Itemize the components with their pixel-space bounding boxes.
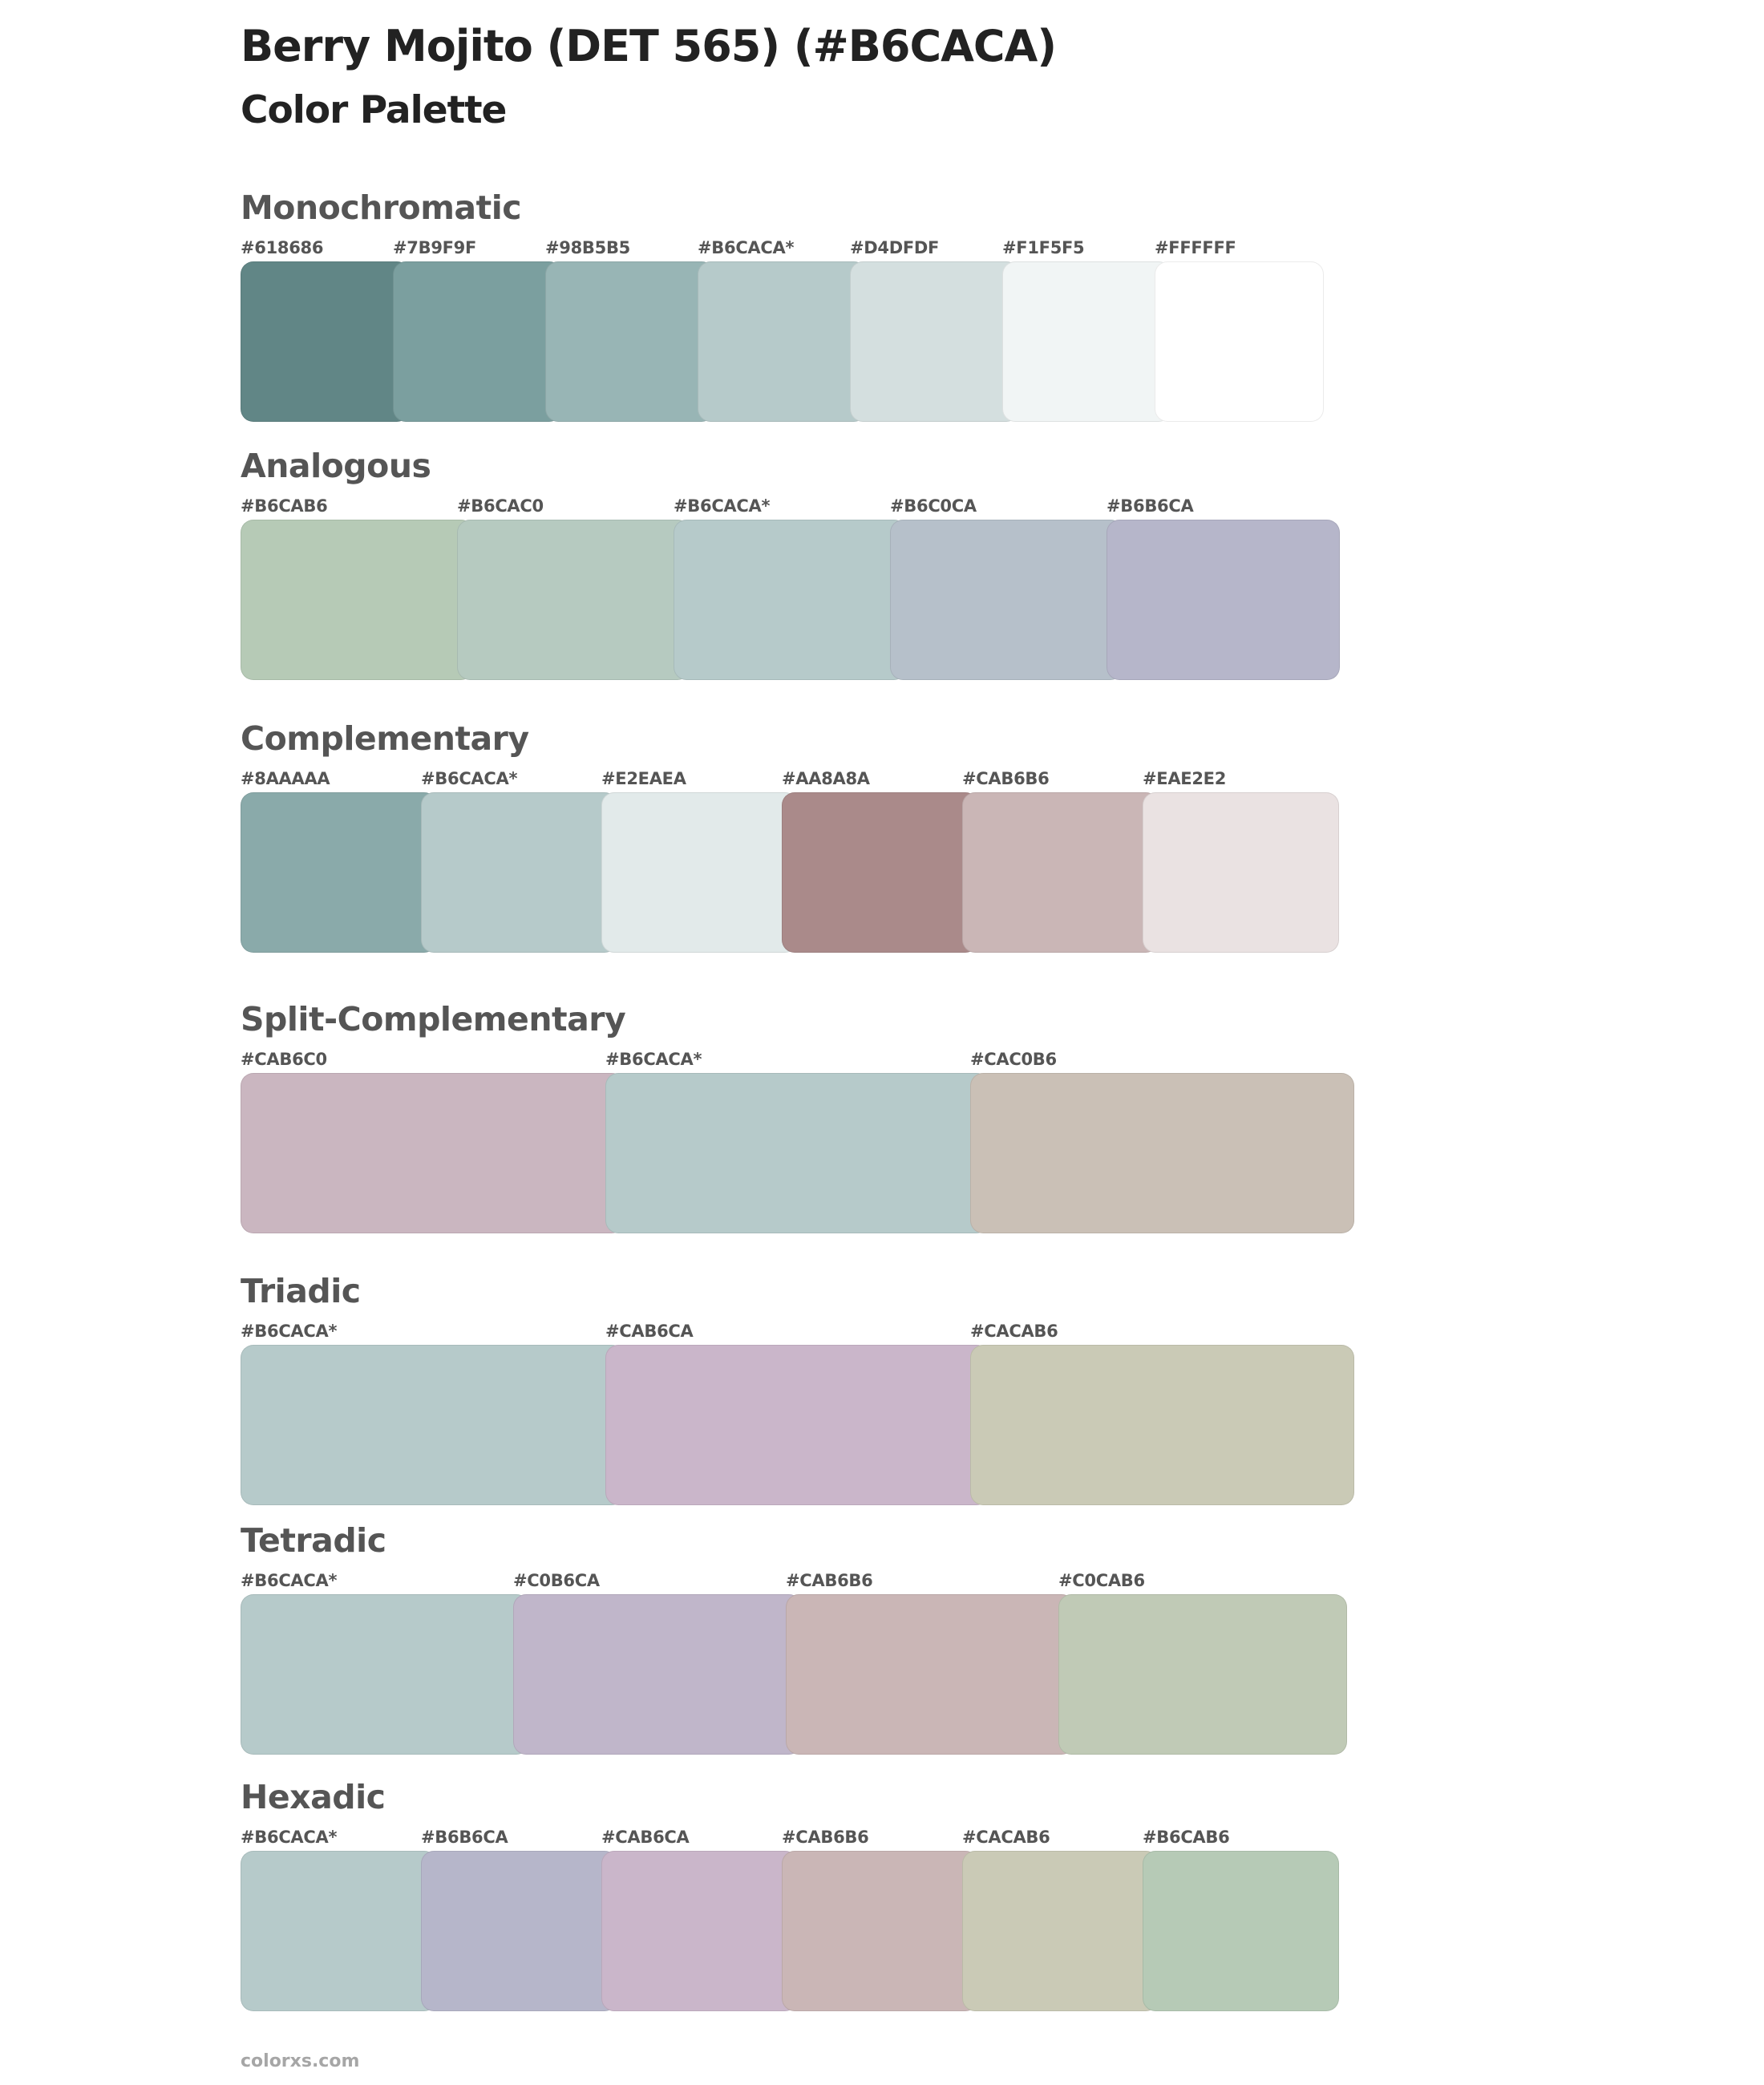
color-swatch[interactable] (241, 1594, 529, 1755)
swatch-hex-label: #B6CACA* (674, 496, 771, 516)
swatch-hex-label: #CAC0B6 (970, 1050, 1057, 1069)
section-heading-complementary: Complementary (241, 719, 529, 758)
swatch-hex-label: #B6CACA* (421, 769, 518, 788)
swatch-hex-label: #AA8A8A (782, 769, 870, 788)
swatch-hex-label: #CACAB6 (962, 1828, 1050, 1847)
palette-section-analogous: Analogous #B6CAB6 #B6CAC0 #B6CACA* #B6C0CA #B… (241, 446, 1379, 686)
palette-section-complementary: Complementary #8AAAAA #B6CACA* #E2EAEA #AA8A… (241, 719, 1379, 959)
color-swatch[interactable] (962, 792, 1159, 953)
swatch-row: #CAB6C0 #B6CACA* #CAC0B6 (241, 1050, 1379, 1233)
palette-section-split-complementary: Split-Complementary #CAB6C0 #B6CACA* #CAC0B… (241, 999, 1379, 1240)
section-heading-tetradic: Tetradic (241, 1521, 386, 1560)
color-swatch[interactable] (241, 1073, 625, 1233)
swatch-row: #B6CACA* #CAB6CA #CACAB6 (241, 1322, 1379, 1505)
swatch-hex-label: #CAB6C0 (241, 1050, 327, 1069)
swatch-hex-label: #C0CAB6 (1058, 1571, 1145, 1590)
color-swatch[interactable] (421, 1851, 617, 2011)
color-swatch[interactable] (1143, 1851, 1339, 2011)
swatch-hex-label: #B6CACA* (605, 1050, 702, 1069)
color-swatch[interactable] (1107, 520, 1340, 680)
swatch-row: #B6CAB6 #B6CAC0 #B6CACA* #B6C0CA #B6B6CA (241, 496, 1379, 680)
color-swatch[interactable] (1002, 261, 1171, 422)
color-swatch[interactable] (674, 520, 907, 680)
swatch-hex-label: #F1F5F5 (1002, 238, 1085, 257)
swatch-hex-label: #B6CAC0 (457, 496, 544, 516)
palette-section-triadic: Triadic #B6CACA* #CAB6CA #CACAB6 (241, 1271, 1379, 1512)
color-swatch[interactable] (241, 792, 437, 953)
swatch-hex-label: #7B9F9F (393, 238, 477, 257)
palette-section-tetradic: Tetradic #B6CACA* #C0B6CA #CAB6B6 #C0CAB6 (241, 1520, 1379, 1761)
swatch-hex-label: #D4DFDF (850, 238, 940, 257)
swatch-hex-label: #B6C0CA (890, 496, 977, 516)
swatch-hex-label: #98B5B5 (545, 238, 630, 257)
swatch-hex-label: #CAB6B6 (962, 769, 1050, 788)
swatch-hex-label: #B6CAB6 (241, 496, 328, 516)
swatch-row: #B6CACA* #B6B6CA #CAB6CA #CAB6B6 #CACAB6 #B6C… (241, 1828, 1379, 2011)
swatch-hex-label: #FFFFFF (1155, 238, 1236, 257)
swatch-hex-label: #618686 (241, 238, 324, 257)
page-title: Berry Mojito (DET 565) (#B6CACA) (241, 21, 1057, 71)
color-swatch[interactable] (962, 1851, 1159, 2011)
color-swatch[interactable] (241, 1345, 625, 1505)
swatch-hex-label: #E2EAEA (601, 769, 686, 788)
color-swatch[interactable] (393, 261, 562, 422)
swatch-hex-label: #CAB6B6 (782, 1828, 869, 1847)
section-heading-triadic: Triadic (241, 1272, 361, 1310)
color-swatch[interactable] (782, 792, 978, 953)
swatch-hex-label: #B6CACA* (241, 1571, 338, 1590)
color-swatch[interactable] (241, 520, 474, 680)
swatch-hex-label: #CACAB6 (970, 1322, 1058, 1341)
swatch-row: #8AAAAA #B6CACA* #E2EAEA #AA8A8A #CAB6B6 #EAE… (241, 769, 1379, 953)
swatch-hex-label: #CAB6B6 (786, 1571, 873, 1590)
swatch-hex-label: #B6B6CA (421, 1828, 508, 1847)
color-swatch[interactable] (1058, 1594, 1347, 1755)
color-swatch[interactable] (457, 520, 690, 680)
section-heading-hexadic: Hexadic (241, 1778, 386, 1816)
swatch-hex-label: #8AAAAA (241, 769, 330, 788)
swatch-row: #B6CACA* #C0B6CA #CAB6B6 #C0CAB6 (241, 1571, 1379, 1755)
color-swatch[interactable] (850, 261, 1019, 422)
swatch-hex-label: #B6CACA* (698, 238, 795, 257)
swatch-hex-label: #B6B6CA (1107, 496, 1194, 516)
swatch-hex-label: #B6CACA* (241, 1322, 338, 1341)
color-swatch[interactable] (786, 1594, 1074, 1755)
color-swatch[interactable] (970, 1345, 1354, 1505)
swatch-row: #618686 #7B9F9F #98B5B5 #B6CACA* #D4DFDF #F1F… (241, 238, 1379, 422)
color-swatch[interactable] (545, 261, 714, 422)
color-swatch[interactable] (241, 1851, 437, 2011)
page-subtitle: Color Palette (241, 88, 507, 132)
swatch-hex-label: #B6CACA* (241, 1828, 338, 1847)
section-heading-split-complementary: Split-Complementary (241, 1000, 626, 1038)
swatch-hex-label: #CAB6CA (601, 1828, 690, 1847)
color-swatch[interactable] (513, 1594, 802, 1755)
swatch-hex-label: #C0B6CA (513, 1571, 600, 1590)
section-heading-analogous: Analogous (241, 447, 431, 485)
site-credit: colorxs.com (241, 2051, 360, 2071)
color-swatch[interactable] (970, 1073, 1354, 1233)
color-swatch[interactable] (890, 520, 1123, 680)
color-swatch[interactable] (601, 792, 798, 953)
palette-section-hexadic: Hexadic #B6CACA* #B6B6CA #CAB6CA #CAB6B6 #CAC… (241, 1777, 1379, 2018)
section-heading-monochromatic: Monochromatic (241, 188, 522, 227)
color-swatch[interactable] (421, 792, 617, 953)
color-swatch[interactable] (605, 1073, 989, 1233)
color-swatch[interactable] (1143, 792, 1339, 953)
swatch-hex-label: #CAB6CA (605, 1322, 694, 1341)
swatch-hex-label: #EAE2E2 (1143, 769, 1227, 788)
color-swatch[interactable] (601, 1851, 798, 2011)
color-swatch[interactable] (782, 1851, 978, 2011)
color-swatch[interactable] (241, 261, 410, 422)
color-swatch[interactable] (605, 1345, 989, 1505)
palette-section-monochromatic: Monochromatic #618686 #7B9F9F #98B5B5 #B6CAC… (241, 188, 1379, 428)
color-swatch[interactable] (1155, 261, 1324, 422)
color-swatch[interactable] (698, 261, 867, 422)
swatch-hex-label: #B6CAB6 (1143, 1828, 1230, 1847)
